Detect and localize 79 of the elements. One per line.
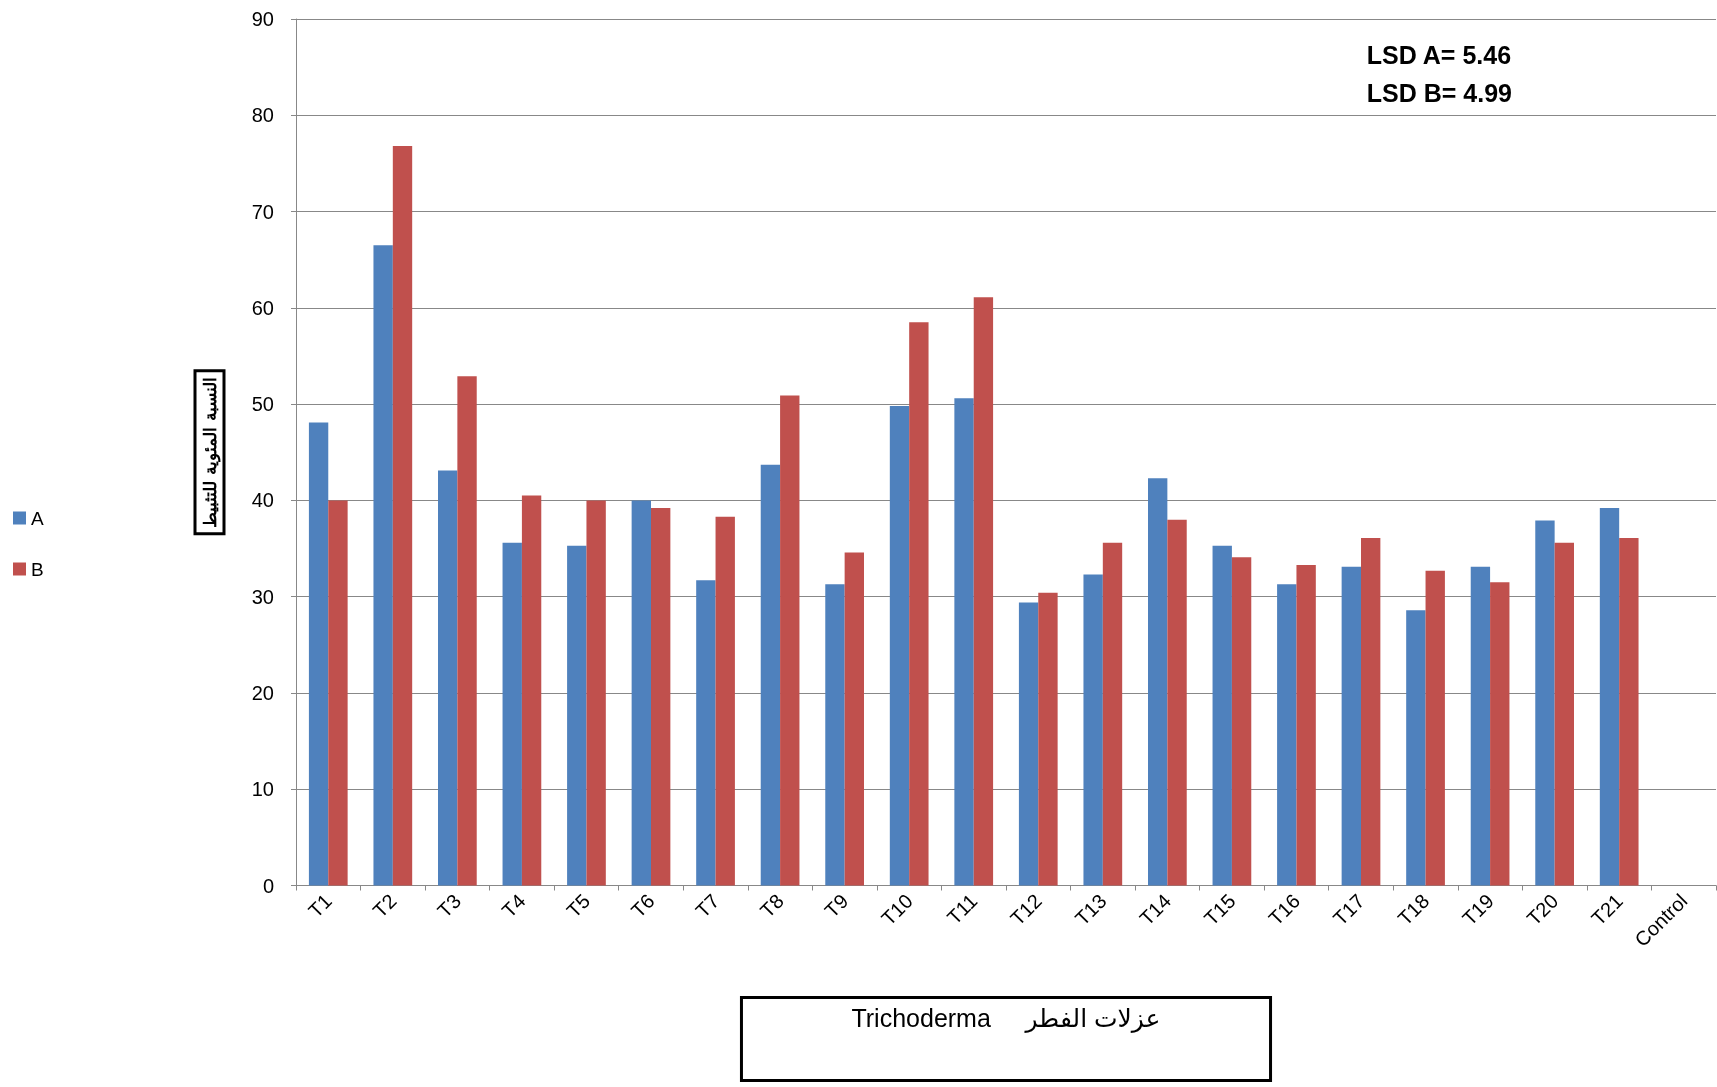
- bar: [1231, 557, 1252, 886]
- x-tick-label: T9: [820, 889, 853, 922]
- bar: [696, 580, 716, 886]
- bar: [1083, 574, 1103, 886]
- bar: [844, 552, 864, 886]
- annotation: LSD A= 5.46: [1366, 40, 1512, 69]
- bar: [521, 495, 542, 886]
- bar: [1361, 537, 1381, 886]
- x-tick-label: T4: [497, 889, 530, 922]
- y-axis-title: النسبة المئوية للتثبيط: [199, 376, 221, 528]
- y-tick-label: 60: [251, 296, 274, 319]
- x-tick-label: T16: [1264, 889, 1305, 930]
- bar: [1535, 520, 1555, 886]
- bar: [825, 584, 845, 886]
- bar: [1470, 566, 1491, 886]
- bar: [1212, 545, 1232, 886]
- bar: [954, 398, 974, 886]
- bar: [651, 508, 671, 886]
- bar: [780, 395, 800, 886]
- bar: [715, 516, 735, 886]
- x-tick-label: T11: [942, 889, 982, 929]
- x-tick-label: T8: [755, 889, 788, 922]
- bar: [631, 500, 651, 886]
- x-axis-title: Trichoderma عزلات الفطر: [851, 1004, 1161, 1033]
- y-tick-label: 80: [251, 104, 274, 127]
- y-tick-label: 20: [251, 681, 274, 704]
- bar: [1102, 542, 1123, 886]
- x-tick-label: T3: [433, 889, 466, 922]
- x-tick-label: T10: [877, 889, 917, 930]
- y-tick-label: 50: [251, 393, 274, 416]
- y-tick-label: 30: [251, 585, 274, 608]
- bar: [1038, 592, 1058, 886]
- bar: [328, 500, 348, 886]
- x-tick-label: T20: [1522, 889, 1563, 930]
- bar: [1341, 566, 1361, 886]
- x-tick-label: T21: [1587, 889, 1627, 930]
- x-tick-label: T1: [304, 889, 337, 922]
- bar: [1490, 582, 1510, 886]
- legend-label: B: [31, 558, 44, 580]
- y-tick-label: 40: [251, 489, 274, 512]
- y-tick-label: 90: [251, 8, 274, 30]
- x-tick-label: T12: [1006, 889, 1047, 930]
- bar: [502, 542, 522, 886]
- bar: [973, 297, 994, 886]
- x-tick-label: T15: [1199, 889, 1240, 930]
- y-tick-label: 70: [251, 200, 274, 223]
- bar: [1296, 564, 1316, 886]
- bar: [889, 406, 910, 886]
- y-tick-label: 0: [262, 874, 274, 897]
- annotation: LSD B= 4.99: [1366, 78, 1512, 107]
- x-tick-label: T13: [1070, 889, 1111, 930]
- bar: [1277, 584, 1297, 886]
- x-tick-label: T19: [1457, 889, 1498, 930]
- x-tick-label: T7: [691, 889, 724, 922]
- bar: [1599, 508, 1620, 886]
- bar: [1148, 478, 1168, 886]
- bar: [438, 470, 458, 886]
- bar: [1406, 610, 1426, 886]
- bar: [1018, 602, 1039, 886]
- y-tick-label: 10: [251, 778, 274, 801]
- x-tick-label: T17: [1328, 889, 1369, 930]
- bar: [567, 545, 587, 886]
- x-tick-label: T2: [368, 889, 401, 922]
- bar: [586, 500, 606, 886]
- bar: [373, 245, 393, 886]
- bar: [1425, 570, 1445, 886]
- bar: [760, 464, 781, 886]
- legend-label: A: [31, 507, 44, 529]
- x-tick-label: T14: [1135, 889, 1176, 930]
- x-tick-label: T18: [1393, 889, 1434, 930]
- bar: [308, 422, 329, 886]
- bar: [1619, 537, 1639, 886]
- x-tick-label: T6: [626, 889, 659, 922]
- bar: [1554, 542, 1574, 886]
- x-tick-label: T5: [562, 889, 595, 922]
- bar: [909, 322, 929, 886]
- bar: [457, 376, 477, 886]
- bar: [1167, 519, 1187, 886]
- bar: [392, 146, 413, 886]
